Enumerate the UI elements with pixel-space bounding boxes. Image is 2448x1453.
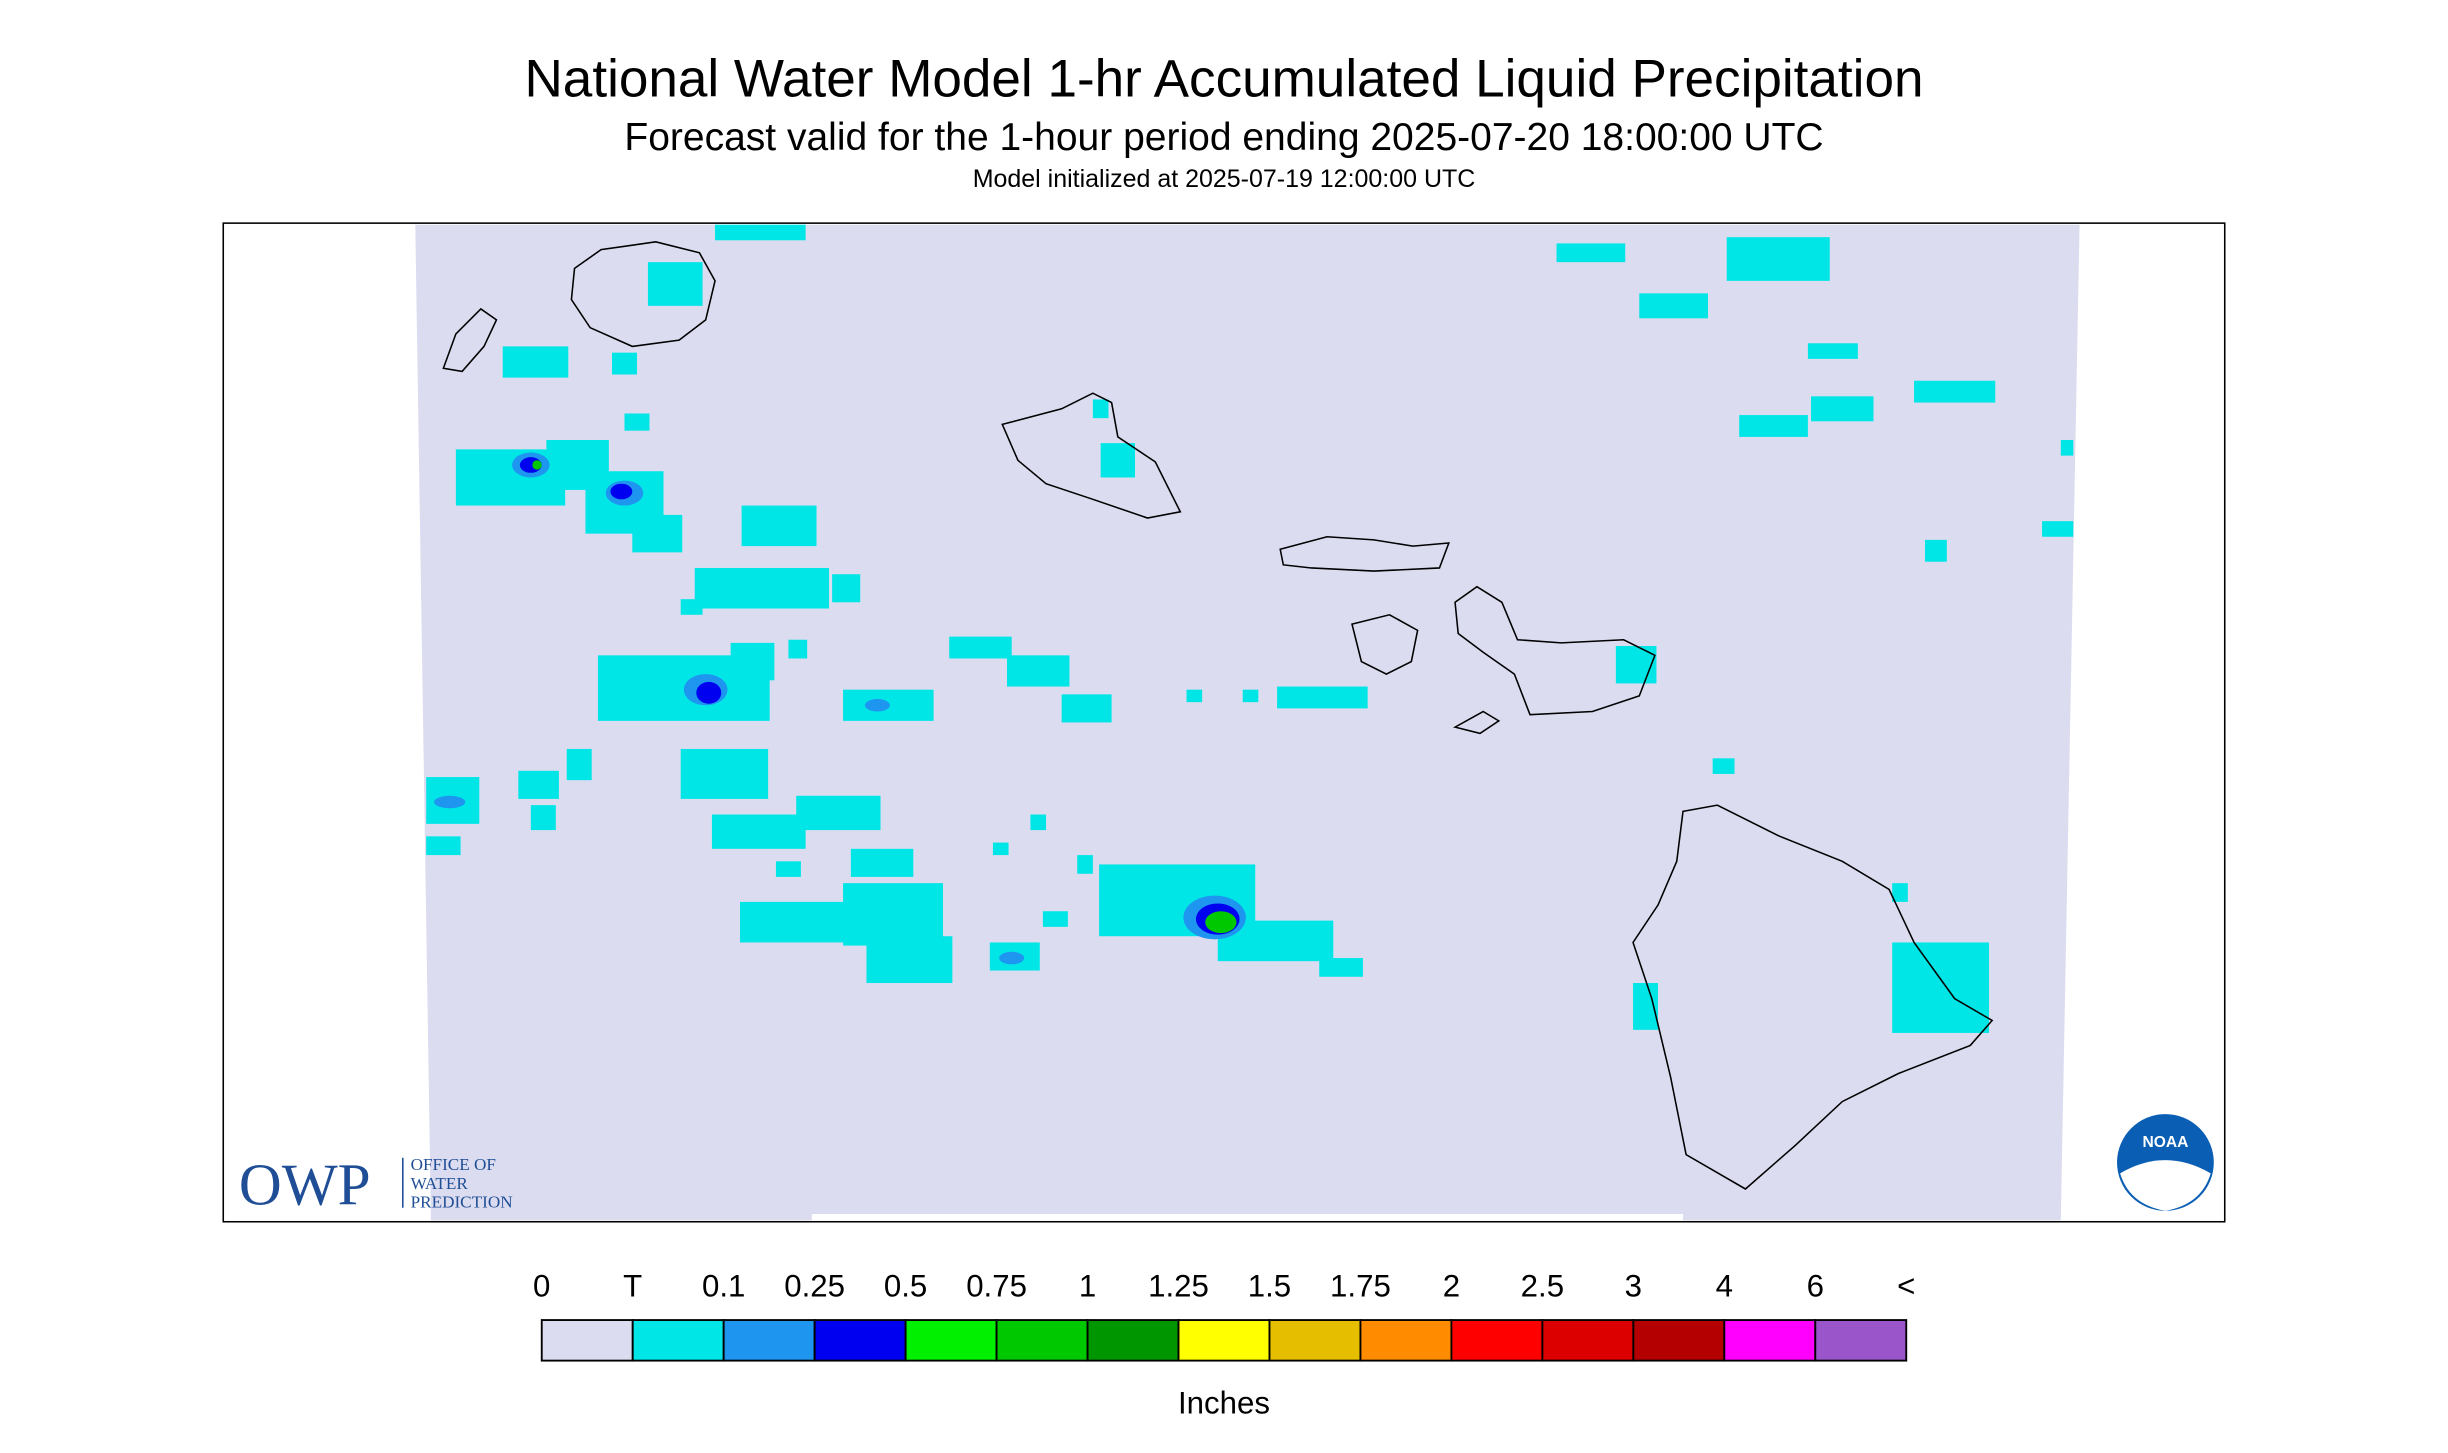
heavier-precip xyxy=(434,452,1246,965)
legend-label: 0.75 xyxy=(966,1269,1027,1304)
legend-swatch xyxy=(631,1319,725,1362)
legend-swatch xyxy=(1177,1319,1271,1362)
legend-label: 4 xyxy=(1716,1269,1733,1304)
model-domain xyxy=(415,224,2080,1221)
legend-label: 1.25 xyxy=(1148,1269,1209,1304)
owp-text: PREDICTION xyxy=(411,1193,513,1212)
legend-swatch xyxy=(813,1319,907,1362)
legend: 0 T 0.1 0.25 0.5 0.75 1 1.25 1.5 1.75 2 2.5 3 4 6 < xyxy=(533,1269,1915,1362)
title: National Water Model 1-hr Accumulated Li… xyxy=(525,50,1924,109)
legend-swatch xyxy=(722,1319,816,1362)
subtitle: Forecast valid for the 1-hour period end… xyxy=(624,116,1823,159)
legend-label: T xyxy=(623,1269,642,1304)
init-time: Model initialized at 2025-07-19 12:00:00… xyxy=(973,165,1476,193)
legend-label: 2.5 xyxy=(1521,1269,1564,1304)
owp-text: WATER xyxy=(411,1174,469,1193)
legend-swatch xyxy=(1632,1319,1726,1362)
legend-label: 0.1 xyxy=(702,1269,745,1304)
noaa-text: NOAA xyxy=(2142,1134,2188,1151)
legend-label: 3 xyxy=(1625,1269,1642,1304)
legend-swatch xyxy=(1814,1319,1908,1362)
legend-label: < xyxy=(1897,1269,1915,1304)
noaa-wave xyxy=(2120,1160,2211,1211)
legend-label: 0.5 xyxy=(884,1269,927,1304)
legend-label: 0.25 xyxy=(784,1269,845,1304)
legend-label: 1.5 xyxy=(1248,1269,1291,1304)
legend-swatch xyxy=(1541,1319,1635,1362)
legend-label: 1.75 xyxy=(1330,1269,1391,1304)
legend-label: 0 xyxy=(533,1269,550,1304)
coastlines xyxy=(442,241,1994,1190)
legend-swatch xyxy=(1723,1319,1817,1362)
owp-text: OFFICE OF xyxy=(411,1155,496,1174)
legend-label: 2 xyxy=(1443,1269,1460,1304)
legend-swatch xyxy=(904,1319,998,1362)
legend-swatch xyxy=(995,1319,1089,1362)
legend-swatch xyxy=(1450,1319,1544,1362)
legend-swatch xyxy=(1359,1319,1453,1362)
legend-swatch xyxy=(1268,1319,1362,1362)
legend-swatch xyxy=(540,1319,634,1362)
legend-unit: Inches xyxy=(1178,1386,1270,1421)
owp-logo: OWP xyxy=(239,1152,371,1218)
legend-swatch xyxy=(1086,1319,1180,1362)
legend-label: 1 xyxy=(1079,1269,1096,1304)
legend-label: 6 xyxy=(1807,1269,1824,1304)
